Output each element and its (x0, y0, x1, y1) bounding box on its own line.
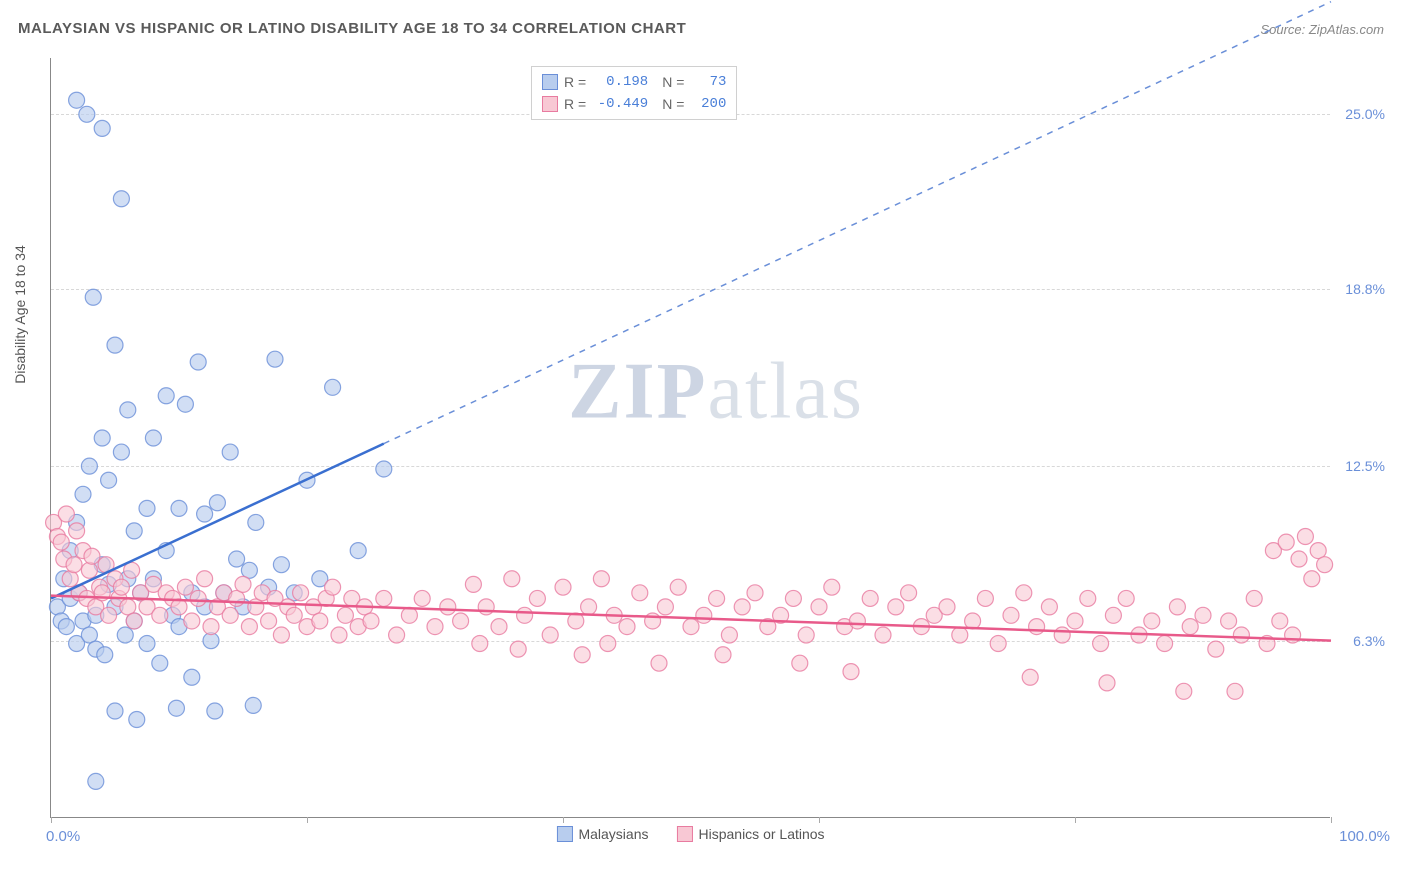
legend-label-series2: Hispanics or Latinos (698, 826, 824, 842)
source-attribution: Source: ZipAtlas.com (1260, 22, 1384, 37)
swatch-series2 (542, 96, 558, 112)
legend-swatch-series1 (556, 826, 572, 842)
x-tick (819, 817, 820, 823)
stats-r-value-2: -0.449 (592, 93, 648, 115)
legend-item-series2: Hispanics or Latinos (676, 826, 824, 842)
stats-r-label-1: R = (564, 71, 586, 93)
x-tick (51, 817, 52, 823)
stats-r-value-1: 0.198 (592, 71, 648, 93)
y-tick-label: 18.8% (1345, 281, 1385, 297)
stats-n-label-1: N = (662, 71, 684, 93)
y-tick-label: 25.0% (1345, 106, 1385, 122)
stats-row-series2: R = -0.449 N = 200 (542, 93, 726, 115)
swatch-series1 (542, 74, 558, 90)
stats-n-label-2: N = (662, 93, 684, 115)
y-axis-label: Disability Age 18 to 34 (12, 245, 28, 384)
legend-bottom: Malaysians Hispanics or Latinos (556, 826, 824, 842)
x-tick (1075, 817, 1076, 823)
chart-title: MALAYSIAN VS HISPANIC OR LATINO DISABILI… (18, 20, 686, 37)
stats-row-series1: R = 0.198 N = 73 (542, 71, 726, 93)
x-axis-min-label: 0.0% (46, 828, 80, 845)
legend-label-series1: Malaysians (578, 826, 648, 842)
chart-container: Disability Age 18 to 34 ZIPatlas R = 0.1… (50, 50, 1386, 840)
x-tick (1331, 817, 1332, 823)
y-tick-label: 6.3% (1353, 633, 1385, 649)
legend-item-series1: Malaysians (556, 826, 648, 842)
stats-r-label-2: R = (564, 93, 586, 115)
legend-swatch-series2 (676, 826, 692, 842)
stats-n-value-2: 200 (690, 93, 726, 115)
x-axis-max-label: 100.0% (1339, 828, 1390, 845)
plot-area: ZIPatlas R = 0.198 N = 73 R = -0.449 N =… (50, 58, 1330, 818)
stats-legend-box: R = 0.198 N = 73 R = -0.449 N = 200 (531, 66, 737, 120)
y-tick-label: 12.5% (1345, 458, 1385, 474)
x-tick (563, 817, 564, 823)
stats-n-value-1: 73 (690, 71, 726, 93)
scatter-plot-svg (51, 58, 1330, 817)
x-tick (307, 817, 308, 823)
